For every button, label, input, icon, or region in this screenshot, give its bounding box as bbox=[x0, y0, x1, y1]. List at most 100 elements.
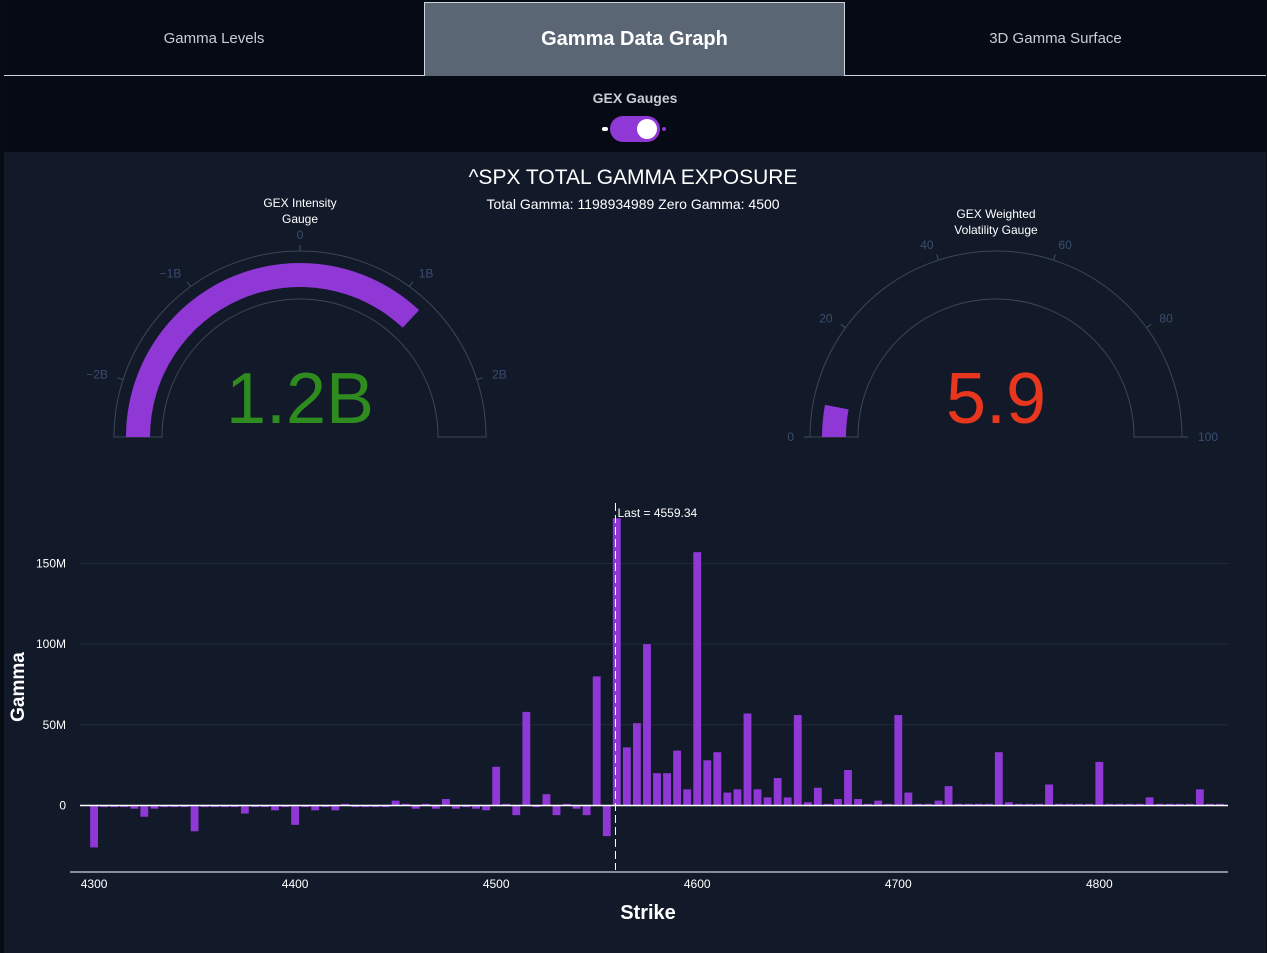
gamma-bar[interactable] bbox=[1065, 803, 1074, 806]
gamma-bar[interactable] bbox=[110, 805, 119, 808]
gamma-bar[interactable] bbox=[341, 803, 350, 806]
gamma-bar[interactable] bbox=[1125, 803, 1134, 806]
gamma-bar[interactable] bbox=[230, 805, 239, 808]
gamma-bar[interactable] bbox=[1135, 803, 1144, 806]
gamma-bar[interactable] bbox=[381, 805, 390, 808]
gamma-bar[interactable] bbox=[813, 787, 822, 806]
gamma-bar[interactable] bbox=[542, 794, 551, 806]
gamma-bar[interactable] bbox=[100, 805, 109, 808]
gamma-bar[interactable] bbox=[793, 715, 802, 806]
gamma-bar[interactable] bbox=[834, 799, 842, 806]
gamma-bar[interactable] bbox=[944, 786, 953, 806]
gamma-bar[interactable] bbox=[472, 805, 480, 809]
gamma-bar[interactable] bbox=[1145, 797, 1154, 806]
gamma-bar[interactable] bbox=[1195, 789, 1204, 806]
gamma-bar[interactable] bbox=[964, 803, 973, 806]
gamma-bar[interactable] bbox=[723, 792, 732, 806]
gamma-bar[interactable] bbox=[1025, 803, 1033, 806]
gamma-bar[interactable] bbox=[1115, 803, 1124, 806]
gamma-bar[interactable] bbox=[562, 803, 571, 806]
gamma-bar[interactable] bbox=[431, 805, 440, 809]
gamma-bar[interactable] bbox=[421, 803, 430, 806]
gamma-bar[interactable] bbox=[1165, 803, 1174, 806]
gamma-bar[interactable] bbox=[864, 803, 873, 806]
gamma-bar[interactable] bbox=[643, 644, 651, 806]
gamma-bar[interactable] bbox=[271, 805, 279, 811]
gamma-bar[interactable] bbox=[522, 711, 531, 806]
tab-gamma-data-graph[interactable]: Gamma Data Graph bbox=[424, 2, 845, 76]
tab-3d-gamma-surface[interactable]: 3D Gamma Surface bbox=[989, 30, 1122, 47]
gamma-bar[interactable] bbox=[622, 747, 631, 806]
gamma-bar[interactable] bbox=[653, 773, 661, 806]
gamma-bar[interactable] bbox=[803, 802, 812, 806]
gamma-bar[interactable] bbox=[441, 799, 450, 806]
gamma-bar[interactable] bbox=[894, 715, 903, 806]
gamma-bar[interactable] bbox=[854, 799, 862, 806]
gamma-bar[interactable] bbox=[763, 797, 772, 806]
gamma-bar[interactable] bbox=[612, 518, 621, 806]
gamma-bar[interactable] bbox=[240, 805, 249, 814]
gamma-bar[interactable] bbox=[301, 805, 310, 808]
gamma-bar[interactable] bbox=[874, 800, 883, 806]
gamma-bar[interactable] bbox=[693, 552, 702, 806]
gamma-bar[interactable] bbox=[934, 800, 943, 806]
gamma-bar[interactable] bbox=[713, 752, 722, 806]
gamma-bar[interactable] bbox=[673, 750, 682, 806]
gamma-bar[interactable] bbox=[411, 805, 420, 809]
gamma-bar[interactable] bbox=[261, 805, 269, 808]
gamma-bar[interactable] bbox=[170, 805, 179, 808]
gamma-bar[interactable] bbox=[703, 760, 712, 806]
gamma-bar[interactable] bbox=[371, 805, 380, 808]
gamma-bar[interactable] bbox=[602, 805, 611, 837]
gamma-bar[interactable] bbox=[743, 713, 752, 806]
gamma-bar[interactable] bbox=[1085, 803, 1094, 806]
gamma-bar[interactable] bbox=[753, 789, 762, 806]
gamma-bar[interactable] bbox=[783, 797, 792, 806]
gamma-bar[interactable] bbox=[281, 805, 289, 808]
gamma-bar[interactable] bbox=[180, 805, 189, 808]
gamma-bar[interactable] bbox=[1035, 803, 1043, 806]
gamma-bar[interactable] bbox=[1014, 803, 1023, 806]
gamma-bar[interactable] bbox=[391, 800, 400, 806]
gamma-bar[interactable] bbox=[200, 805, 209, 808]
gamma-bar[interactable] bbox=[150, 805, 159, 809]
gamma-bar[interactable] bbox=[220, 805, 229, 808]
gamma-bar[interactable] bbox=[130, 805, 139, 809]
gamma-bar[interactable] bbox=[1216, 803, 1224, 806]
gamma-bar[interactable] bbox=[331, 805, 340, 811]
gamma-bar[interactable] bbox=[210, 805, 219, 808]
gamma-bar[interactable] bbox=[1045, 784, 1053, 806]
gamma-bar[interactable] bbox=[532, 805, 541, 808]
gamma-bar[interactable] bbox=[1105, 803, 1114, 806]
gamma-bar[interactable] bbox=[954, 803, 963, 806]
gamma-bar[interactable] bbox=[190, 805, 199, 832]
gamma-bar[interactable] bbox=[884, 803, 893, 806]
gex-gauges-toggle[interactable] bbox=[610, 116, 660, 142]
gamma-bar[interactable] bbox=[512, 805, 521, 816]
gamma-bar[interactable] bbox=[733, 789, 742, 806]
gamma-bar[interactable] bbox=[401, 803, 410, 806]
gamma-bar[interactable] bbox=[1155, 803, 1164, 806]
gamma-bar[interactable] bbox=[291, 805, 300, 825]
gamma-bar[interactable] bbox=[90, 805, 98, 848]
gamma-bar[interactable] bbox=[663, 773, 671, 806]
gamma-bar[interactable] bbox=[361, 805, 370, 808]
gamma-bar[interactable] bbox=[974, 803, 983, 806]
gamma-bar[interactable] bbox=[311, 805, 320, 811]
gamma-bar[interactable] bbox=[160, 805, 169, 808]
gamma-bar[interactable] bbox=[452, 805, 460, 809]
gamma-bar[interactable] bbox=[1075, 803, 1084, 806]
gamma-bar[interactable] bbox=[552, 805, 561, 816]
gamma-bar[interactable] bbox=[914, 803, 923, 806]
gamma-bar[interactable] bbox=[994, 752, 1003, 806]
gamma-bar[interactable] bbox=[502, 803, 511, 806]
gamma-bar[interactable] bbox=[1095, 761, 1104, 806]
gamma-bar[interactable] bbox=[321, 805, 330, 808]
gamma-bar[interactable] bbox=[592, 676, 601, 806]
gamma-bar[interactable] bbox=[1185, 803, 1194, 806]
gamma-bar[interactable] bbox=[140, 805, 149, 817]
gamma-bar[interactable] bbox=[120, 805, 129, 808]
gamma-bar[interactable] bbox=[1004, 802, 1013, 806]
gamma-bar[interactable] bbox=[924, 803, 933, 806]
gamma-bar[interactable] bbox=[492, 766, 501, 806]
